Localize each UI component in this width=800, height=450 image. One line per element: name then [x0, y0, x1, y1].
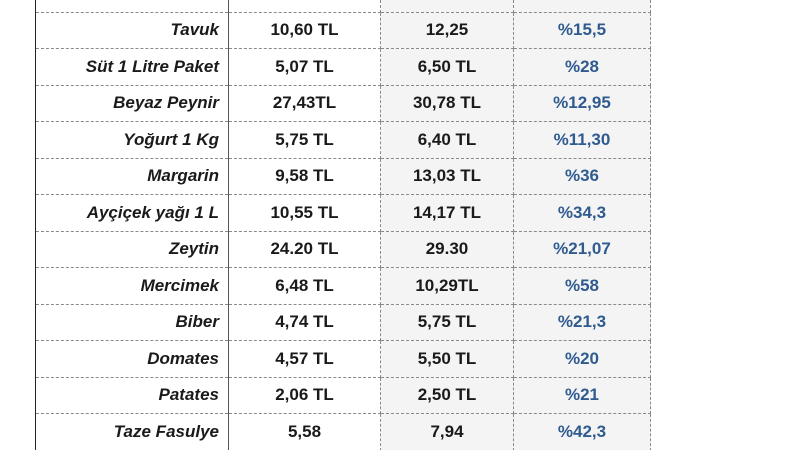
new-price: 6,50 TL [380, 48, 514, 86]
new-price: 13,03 TL [380, 157, 514, 195]
increase: %34,3 [513, 194, 651, 232]
old-price: 4,57 TL [228, 340, 381, 378]
old-price: 5,58 [228, 413, 381, 450]
increase: %58 [513, 267, 651, 305]
old-price: 5,75 TL [228, 121, 381, 159]
cell [513, 0, 651, 13]
item-name: Mercimek [35, 267, 229, 305]
old-price: 24.20 TL [228, 230, 381, 268]
increase: %21 [513, 376, 651, 414]
table-body: Tavuk 10,60 TL 12,25 %15,5 Süt 1 Litre Paket… [35, 0, 651, 450]
cell [380, 0, 514, 13]
cell [35, 0, 229, 13]
table-row: Domates 4,57 TL 5,50 TL %20 [35, 340, 651, 378]
table-row: Tavuk 10,60 TL 12,25 %15,5 [35, 11, 651, 49]
item-name: Süt 1 Litre Paket [35, 48, 229, 86]
table-row: Zeytin 24.20 TL 29.30 %21,07 [35, 230, 651, 268]
new-price: 6,40 TL [380, 121, 514, 159]
item-name: Yoğurt 1 Kg [35, 121, 229, 159]
old-price: 4,74 TL [228, 303, 381, 341]
increase: %42,3 [513, 413, 651, 450]
increase: %20 [513, 340, 651, 378]
item-name: Biber [35, 303, 229, 341]
new-price: 10,29TL [380, 267, 514, 305]
old-price: 2,06 TL [228, 376, 381, 414]
table-row: Beyaz Peynir 27,43TL 30,78 TL %12,95 [35, 84, 651, 122]
table-row: Taze Fasulye 5,58 7,94 %42,3 [35, 413, 651, 450]
item-name: Taze Fasulye [35, 413, 229, 450]
new-price: 12,25 [380, 11, 514, 49]
old-price: 6,48 TL [228, 267, 381, 305]
old-price: 10,60 TL [228, 11, 381, 49]
increase: %21,3 [513, 303, 651, 341]
item-name: Tavuk [35, 11, 229, 49]
item-name: Patates [35, 376, 229, 414]
table-row: Süt 1 Litre Paket 5,07 TL 6,50 TL %28 [35, 48, 651, 86]
price-table: Tavuk 10,60 TL 12,25 %15,5 Süt 1 Litre Paket… [35, 0, 651, 450]
item-name: Domates [35, 340, 229, 378]
item-name: Zeytin [35, 230, 229, 268]
item-name: Margarin [35, 157, 229, 195]
table-row: Ayçiçek yağı 1 L 10,55 TL 14,17 TL %34,3 [35, 194, 651, 232]
table-row: Margarin 9,58 TL 13,03 TL %36 [35, 157, 651, 195]
table-row: Patates 2,06 TL 2,50 TL %21 [35, 376, 651, 414]
new-price: 5,50 TL [380, 340, 514, 378]
increase: %11,30 [513, 121, 651, 159]
item-name: Beyaz Peynir [35, 84, 229, 122]
increase: %15,5 [513, 11, 651, 49]
table-row: Biber 4,74 TL 5,75 TL %21,3 [35, 303, 651, 341]
cut-off-row [35, 0, 651, 13]
old-price: 27,43TL [228, 84, 381, 122]
increase: %12,95 [513, 84, 651, 122]
new-price: 7,94 [380, 413, 514, 450]
item-name: Ayçiçek yağı 1 L [35, 194, 229, 232]
cell [228, 0, 381, 13]
new-price: 29.30 [380, 230, 514, 268]
old-price: 5,07 TL [228, 48, 381, 86]
table-row: Mercimek 6,48 TL 10,29TL %58 [35, 267, 651, 305]
new-price: 5,75 TL [380, 303, 514, 341]
new-price: 14,17 TL [380, 194, 514, 232]
increase: %36 [513, 157, 651, 195]
increase: %21,07 [513, 230, 651, 268]
new-price: 30,78 TL [380, 84, 514, 122]
old-price: 10,55 TL [228, 194, 381, 232]
new-price: 2,50 TL [380, 376, 514, 414]
table-row: Yoğurt 1 Kg 5,75 TL 6,40 TL %11,30 [35, 121, 651, 159]
increase: %28 [513, 48, 651, 86]
old-price: 9,58 TL [228, 157, 381, 195]
